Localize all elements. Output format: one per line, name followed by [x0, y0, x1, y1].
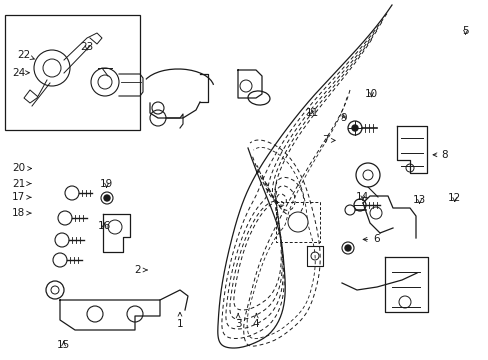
- Text: 24: 24: [12, 68, 29, 78]
- Text: 2: 2: [134, 265, 147, 275]
- Bar: [5, 15, 140, 130]
- Text: 4: 4: [252, 314, 259, 329]
- Text: 20: 20: [12, 163, 31, 174]
- Text: 16: 16: [97, 221, 111, 231]
- Text: 18: 18: [12, 208, 31, 218]
- Text: 21: 21: [12, 179, 31, 189]
- Circle shape: [287, 212, 307, 232]
- Text: 11: 11: [305, 108, 318, 118]
- Text: 8: 8: [432, 150, 447, 160]
- Circle shape: [345, 245, 350, 251]
- Text: 19: 19: [100, 179, 113, 189]
- Circle shape: [351, 125, 357, 131]
- Circle shape: [240, 80, 251, 92]
- Text: 3: 3: [234, 314, 241, 329]
- Text: 13: 13: [412, 195, 426, 205]
- Text: 7: 7: [321, 135, 334, 145]
- Text: 14: 14: [355, 192, 369, 202]
- Text: 15: 15: [57, 340, 70, 350]
- Text: 5: 5: [461, 26, 468, 36]
- Text: 1: 1: [176, 312, 183, 329]
- Text: 6: 6: [363, 234, 379, 244]
- Circle shape: [104, 195, 110, 201]
- Text: 23: 23: [80, 42, 94, 52]
- Text: 9: 9: [340, 113, 346, 123]
- Text: 12: 12: [447, 193, 461, 203]
- Circle shape: [345, 205, 354, 215]
- Circle shape: [152, 102, 163, 114]
- Text: 10: 10: [365, 89, 377, 99]
- Text: 22: 22: [17, 50, 34, 60]
- Text: 17: 17: [12, 192, 31, 202]
